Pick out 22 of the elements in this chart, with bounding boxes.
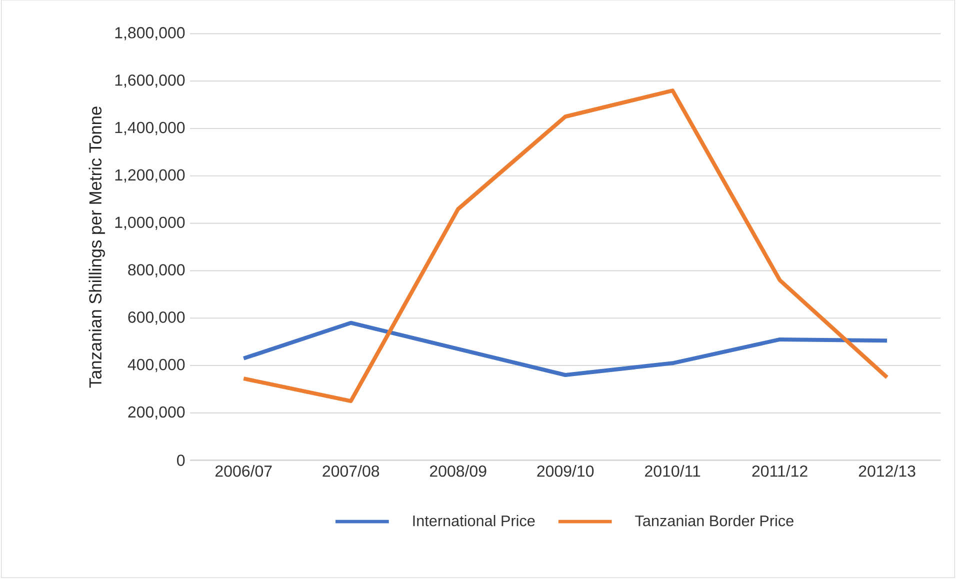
legend-label: Tanzanian Border Price: [635, 515, 794, 526]
x-tick-label: 2009/10: [537, 465, 594, 477]
x-tick-label: 2011/12: [752, 465, 808, 477]
legend-label: International Price: [413, 515, 535, 526]
y-tick-label: 1,400,000: [115, 122, 185, 136]
y-tick-label: 0: [177, 454, 185, 466]
x-tick-label: 2008/09: [430, 465, 486, 477]
x-tick-label: 2012/13: [858, 465, 916, 477]
y-tick-label: 1,600,000: [115, 74, 185, 88]
y-tick-label: 800,000: [128, 264, 185, 278]
x-tick-label: 2010/11: [645, 465, 700, 477]
y-tick-label: 1,800,000: [115, 27, 185, 40]
y-tick-label: 1,200,000: [115, 169, 185, 182]
x-tick-label: 2007/08: [322, 465, 380, 477]
line-series: [242, 88, 890, 404]
y-axis-title: Tanzanian Shillings per Metric Tonne: [88, 106, 105, 388]
line-series: [242, 320, 890, 377]
y-tick-label: 1,000,000: [115, 216, 185, 230]
y-tick-label: 600,000: [128, 312, 185, 325]
y-tick-label: 400,000: [128, 358, 185, 372]
x-tick-label: 2006/07: [216, 465, 272, 477]
y-tick-label: 200,000: [128, 406, 185, 420]
